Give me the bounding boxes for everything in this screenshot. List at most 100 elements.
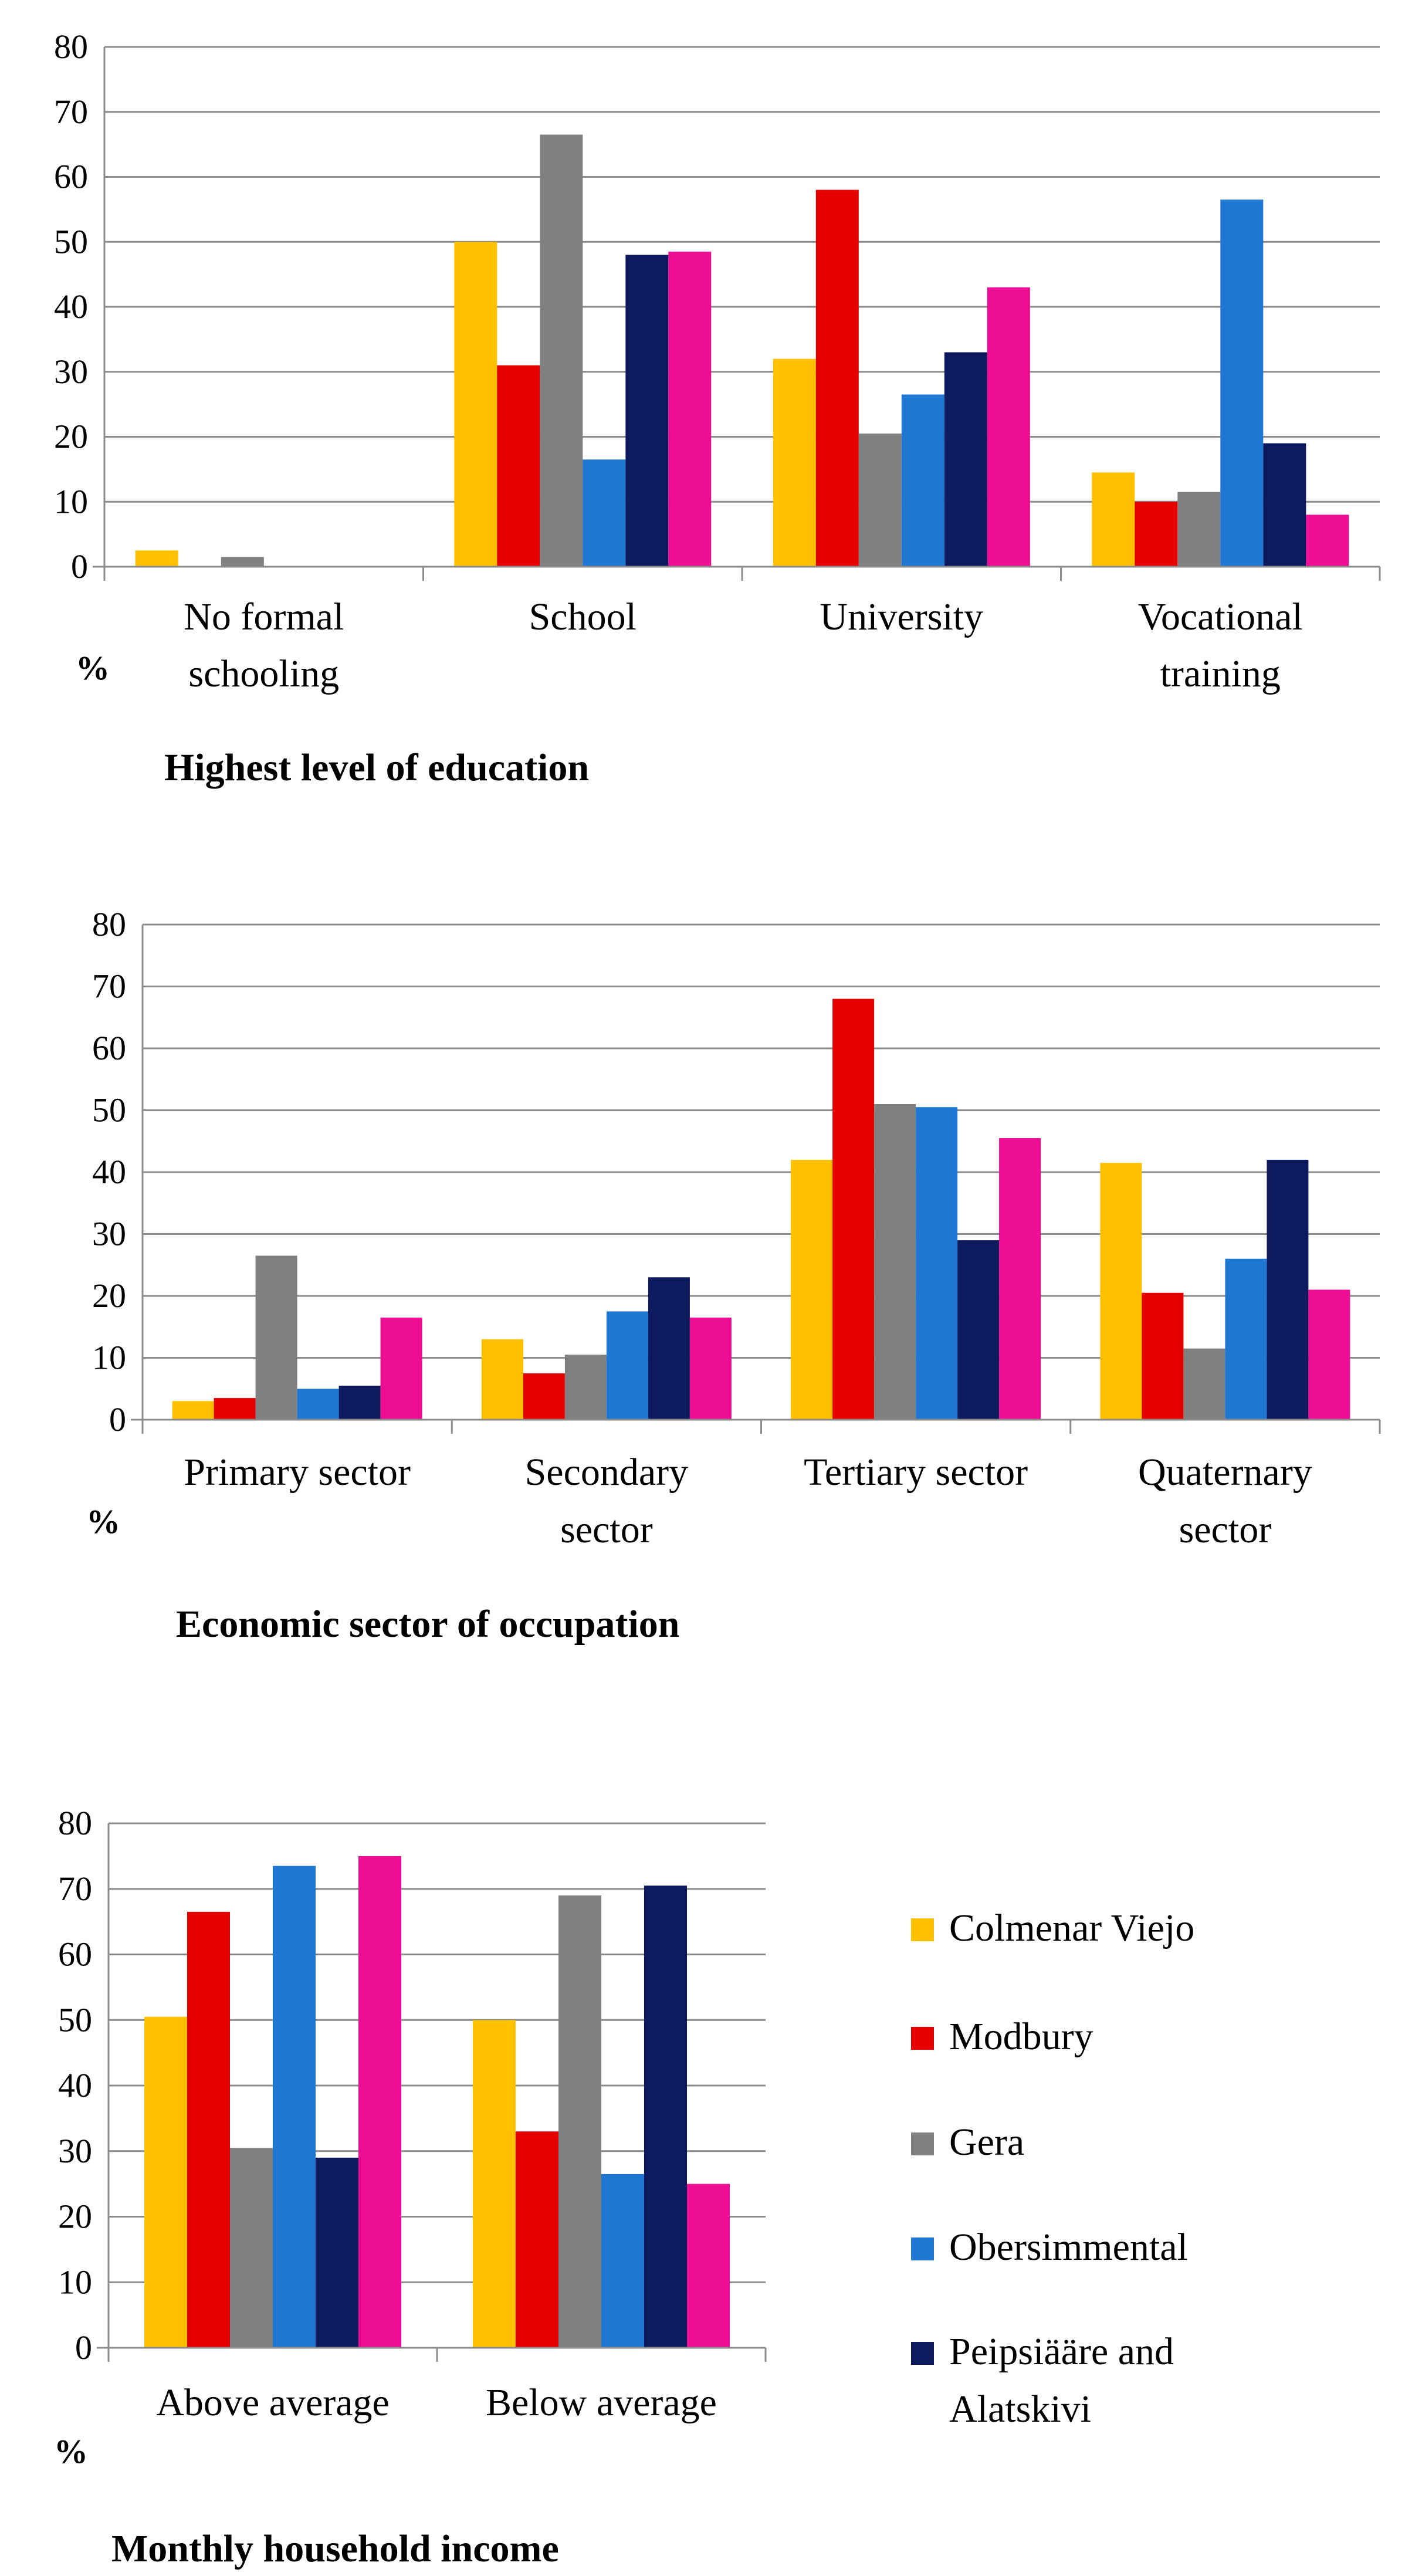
y-tick-label: 0: [109, 1400, 126, 1438]
y-tick-label: 70: [58, 1870, 92, 1908]
category-label: School: [529, 595, 637, 638]
category-label: University: [820, 595, 983, 638]
legend-label: Peipsiääre and: [949, 2330, 1174, 2373]
bar: [1183, 1348, 1225, 1420]
bar: [1177, 492, 1221, 567]
chart-2: 0 10 20 30 40 50 60 70 80 Primary sector Secondary…: [86, 905, 1381, 1646]
category-label: Tertiary sector: [804, 1451, 1028, 1494]
bar: [497, 365, 540, 567]
legend-label: Colmenar Viejo: [949, 1907, 1194, 1949]
bar: [214, 1398, 256, 1420]
bar: [874, 1104, 916, 1420]
bar: [583, 459, 626, 567]
y-tick-label: 10: [54, 482, 88, 520]
bar: [1263, 443, 1306, 567]
chart-3: 0 10 20 30 40 50 60 70 80 Above average Below aver…: [54, 1804, 767, 2570]
y-tick-label: 70: [54, 93, 88, 131]
category-label: Primary sector: [184, 1451, 411, 1494]
chart-1: 0 10 20 30 40 50 60 70 80 No formal schooling Schoo…: [54, 28, 1381, 789]
bar: [144, 2016, 187, 2348]
y-tick-label: 60: [58, 1935, 92, 1974]
bar: [773, 358, 816, 567]
bar: [1225, 1258, 1267, 1420]
bar: [564, 1355, 607, 1420]
y-tick-label: 10: [58, 2263, 92, 2301]
category-label: schooling: [188, 652, 339, 695]
y-tick-label: 30: [54, 353, 88, 391]
bar: [606, 1311, 648, 1420]
bar: [858, 434, 902, 567]
bar: [516, 2131, 558, 2348]
y-tick-label: 0: [75, 2328, 92, 2367]
bar: [1308, 1289, 1350, 1420]
bar: [916, 1107, 958, 1420]
bar: [815, 189, 859, 567]
bar: [473, 2020, 516, 2348]
bar: [481, 1339, 523, 1420]
legend-label: Gera: [949, 2121, 1024, 2164]
bar: [999, 1138, 1041, 1420]
y-unit-label: %: [86, 1502, 120, 1541]
y-tick-label: 50: [54, 222, 88, 260]
bar: [944, 352, 987, 567]
bar: [668, 251, 712, 567]
bar: [987, 287, 1030, 567]
category-label: Vocational: [1138, 595, 1303, 638]
bar: [1142, 1292, 1184, 1420]
legend-swatch: [911, 1918, 934, 1941]
y-tick-label: 80: [58, 1804, 92, 1842]
bar: [380, 1317, 422, 1420]
y-tick-label: 60: [92, 1029, 126, 1067]
category-label: sector: [1179, 1508, 1272, 1551]
legend-label: Obersimmental: [949, 2226, 1188, 2269]
bar: [230, 2148, 273, 2348]
y-tick-label: 50: [58, 2000, 92, 2039]
bar: [358, 1856, 401, 2348]
y-tick-label: 40: [92, 1153, 126, 1191]
bar: [832, 998, 875, 1420]
y-tick-label: 20: [54, 418, 88, 456]
chart-title: Economic sector of occupation: [176, 1603, 679, 1646]
y-unit-label: %: [76, 649, 110, 687]
y-tick-label: 30: [58, 2132, 92, 2170]
y-tick-label: 40: [58, 2066, 92, 2104]
bar: [1306, 514, 1349, 567]
bar: [601, 2174, 644, 2348]
bar: [1220, 199, 1264, 567]
y-tick-label: 20: [58, 2198, 92, 2236]
y-tick-label: 70: [92, 967, 126, 1006]
bar: [297, 1389, 339, 1420]
bar: [689, 1317, 732, 1420]
bar: [540, 134, 583, 567]
bar: [687, 2184, 730, 2348]
bar: [1100, 1163, 1142, 1420]
bar: [957, 1240, 1000, 1420]
bar: [172, 1401, 214, 1420]
category-label: sector: [560, 1508, 653, 1551]
y-unit-label: %: [54, 2432, 88, 2470]
bar: [558, 1895, 601, 2348]
bar: [135, 550, 178, 567]
legend-swatch: [911, 2132, 934, 2155]
chart-title: Monthly household income: [111, 2527, 559, 2570]
category-label: Above average: [156, 2381, 390, 2424]
bar: [338, 1386, 381, 1420]
legend-swatch: [911, 2238, 934, 2260]
bar: [791, 1159, 833, 1420]
legend: Colmenar Viejo Modbury Gera Obersimmental Pe…: [911, 1907, 1194, 2431]
category-label: Quaternary: [1138, 1451, 1312, 1494]
y-tick-label: 10: [92, 1339, 126, 1377]
legend-label: Modbury: [949, 2015, 1093, 2058]
bar: [648, 1277, 690, 1420]
bar: [1092, 472, 1135, 567]
bar: [901, 394, 944, 567]
legend-swatch: [911, 2342, 934, 2365]
bar: [255, 1255, 297, 1420]
bar: [523, 1373, 565, 1420]
bar: [625, 255, 669, 567]
chart-title: Highest level of education: [164, 746, 589, 789]
bar: [1135, 502, 1178, 567]
bar: [221, 557, 264, 567]
